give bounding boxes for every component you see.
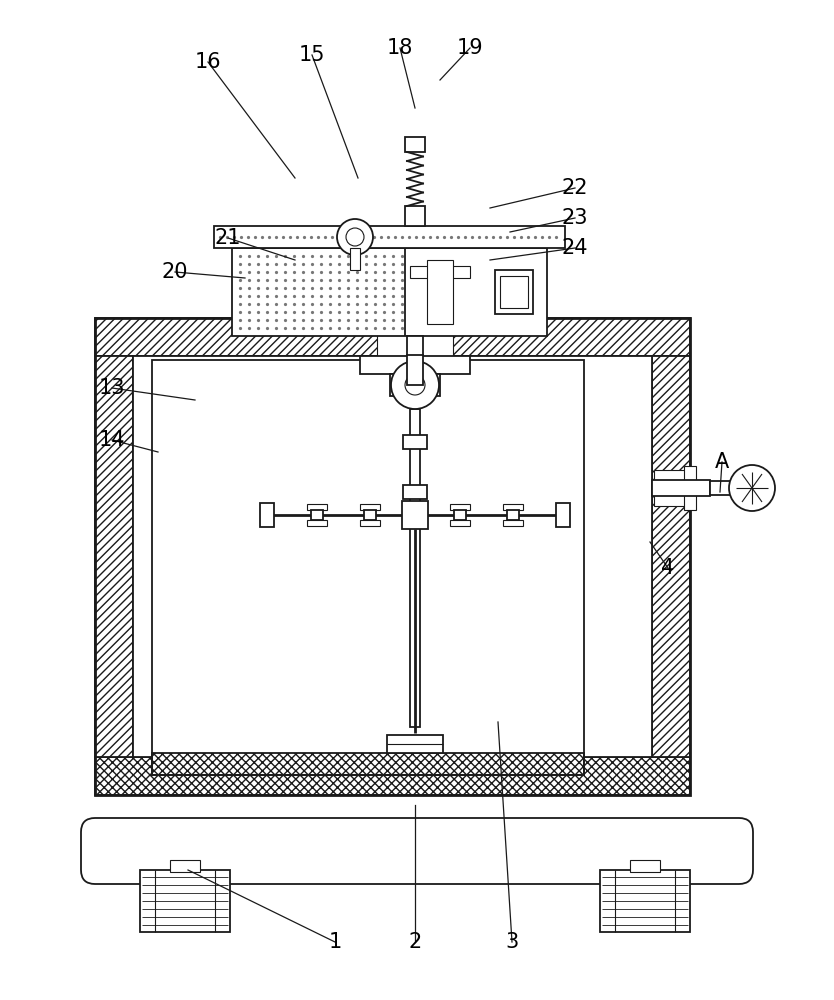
Circle shape bbox=[729, 465, 775, 511]
Bar bbox=[95, 356, 133, 757]
Bar bbox=[390, 374, 440, 396]
Text: 13: 13 bbox=[98, 378, 125, 398]
Text: 24: 24 bbox=[562, 238, 588, 258]
Bar bbox=[403, 485, 427, 499]
Circle shape bbox=[337, 219, 373, 255]
Bar bbox=[152, 753, 584, 775]
Bar bbox=[360, 520, 380, 526]
Text: A: A bbox=[715, 452, 729, 472]
Bar bbox=[450, 520, 470, 526]
Text: 16: 16 bbox=[194, 52, 221, 72]
Bar bbox=[133, 356, 652, 757]
Bar bbox=[652, 356, 690, 757]
Bar bbox=[407, 336, 423, 356]
Bar bbox=[710, 481, 748, 495]
Text: 3: 3 bbox=[505, 932, 519, 952]
Bar bbox=[360, 356, 470, 374]
Bar bbox=[350, 248, 360, 270]
Bar bbox=[403, 435, 427, 449]
Bar bbox=[364, 510, 376, 520]
Bar bbox=[407, 355, 423, 385]
Bar bbox=[410, 266, 470, 278]
Bar bbox=[684, 466, 696, 510]
Text: 20: 20 bbox=[162, 262, 188, 282]
Bar bbox=[600, 870, 690, 932]
Bar bbox=[427, 260, 453, 324]
Bar bbox=[95, 318, 690, 356]
Bar bbox=[95, 757, 690, 795]
Bar bbox=[360, 504, 380, 510]
Bar bbox=[500, 276, 528, 308]
Text: 14: 14 bbox=[98, 430, 125, 450]
Bar bbox=[454, 510, 466, 520]
Text: 15: 15 bbox=[299, 45, 325, 65]
Text: 1: 1 bbox=[329, 932, 342, 952]
Bar bbox=[307, 504, 327, 510]
Bar bbox=[410, 409, 420, 727]
Bar bbox=[503, 520, 523, 526]
Bar bbox=[307, 520, 327, 526]
Bar bbox=[507, 510, 519, 520]
Bar bbox=[377, 318, 453, 356]
Bar bbox=[630, 860, 660, 872]
Bar bbox=[387, 735, 443, 753]
Bar bbox=[260, 503, 274, 527]
Bar bbox=[405, 137, 425, 152]
Text: 19: 19 bbox=[457, 38, 484, 58]
Bar bbox=[450, 504, 470, 510]
Bar bbox=[556, 503, 570, 527]
Text: 23: 23 bbox=[562, 208, 588, 228]
Bar bbox=[495, 270, 533, 314]
Text: 22: 22 bbox=[562, 178, 588, 198]
Text: 4: 4 bbox=[661, 558, 675, 578]
Text: 21: 21 bbox=[214, 228, 241, 248]
FancyBboxPatch shape bbox=[81, 818, 753, 884]
Bar bbox=[503, 504, 523, 510]
Bar bbox=[152, 360, 584, 775]
Bar bbox=[214, 226, 565, 248]
Bar bbox=[140, 870, 230, 932]
Bar bbox=[405, 206, 425, 226]
Text: 18: 18 bbox=[387, 38, 413, 58]
Bar bbox=[652, 480, 710, 496]
Text: 2: 2 bbox=[409, 932, 422, 952]
Bar bbox=[232, 248, 547, 336]
Bar bbox=[170, 860, 200, 872]
Bar bbox=[654, 470, 688, 506]
Bar bbox=[95, 318, 690, 795]
Bar bbox=[311, 510, 323, 520]
Bar bbox=[654, 470, 688, 506]
Bar bbox=[402, 501, 428, 529]
Circle shape bbox=[391, 361, 439, 409]
